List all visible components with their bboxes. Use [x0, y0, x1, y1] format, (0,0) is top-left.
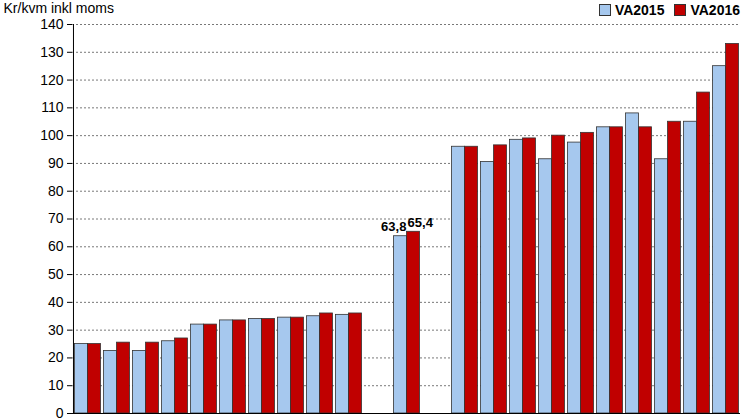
html-text:VA2016: VA2016 [690, 2, 740, 18]
svg-text:20: 20 [48, 349, 64, 365]
svg-text:60: 60 [48, 238, 64, 254]
svg-text:63,8: 63,8 [381, 219, 406, 234]
svg-text:65,4: 65,4 [408, 215, 434, 230]
svg-text:Kr/kvm inkl moms: Kr/kvm inkl moms [4, 0, 114, 16]
svg-text:40: 40 [48, 294, 64, 310]
svg-text:90: 90 [48, 155, 64, 171]
svg-text:110: 110 [41, 99, 64, 115]
svg-text:140: 140 [40, 16, 64, 32]
svg-text:10: 10 [48, 377, 64, 393]
svg-text:80: 80 [48, 183, 64, 199]
svg-text:120: 120 [40, 72, 64, 88]
html-text:VA2015: VA2015 [614, 2, 665, 18]
svg-text:100: 100 [40, 127, 64, 143]
svg-text:70: 70 [48, 210, 64, 226]
svg-text:0: 0 [56, 405, 64, 419]
svg-text:30: 30 [48, 322, 64, 338]
svg-text:50: 50 [48, 266, 64, 282]
svg-text:130: 130 [40, 44, 64, 60]
